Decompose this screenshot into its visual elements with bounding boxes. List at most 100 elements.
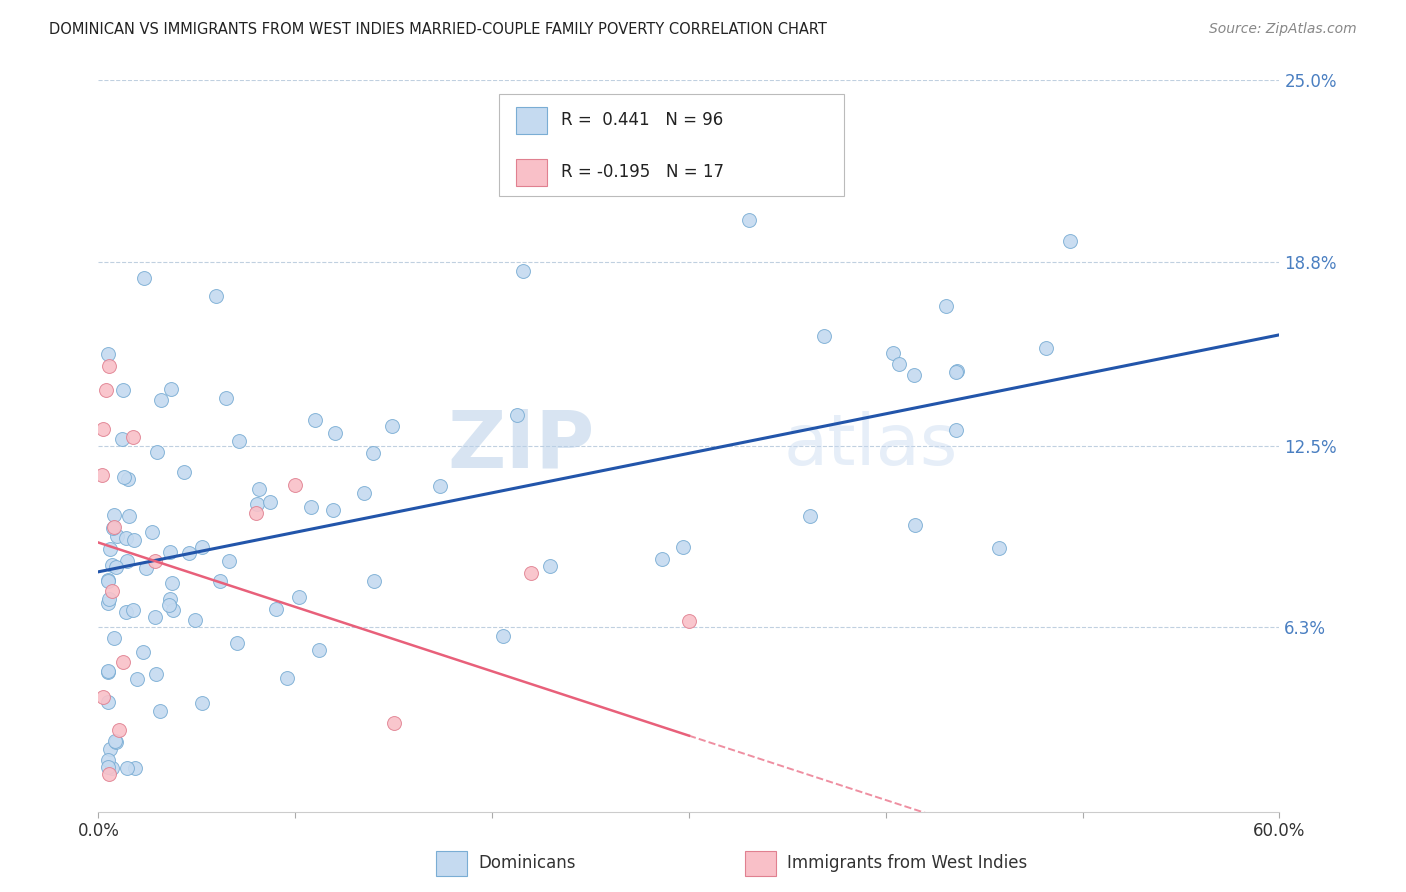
Point — [97, 753, 120, 767]
Point — [159, 545, 181, 559]
Point — [91, 690, 114, 704]
Text: R =  0.441   N = 96: R = 0.441 N = 96 — [561, 112, 723, 129]
Point — [304, 413, 326, 427]
Point — [382, 716, 405, 731]
Point — [308, 643, 330, 657]
Point — [115, 761, 138, 775]
Point — [520, 566, 543, 580]
Point — [218, 553, 240, 567]
Point — [538, 558, 561, 573]
Point — [104, 735, 127, 749]
Text: Immigrants from West Indies: Immigrants from West Indies — [787, 855, 1028, 872]
Point — [738, 213, 761, 227]
Point — [184, 613, 207, 627]
Point — [299, 500, 322, 515]
Point — [363, 574, 385, 588]
Point — [205, 288, 228, 302]
Point — [97, 596, 120, 610]
Point — [112, 384, 135, 398]
Point — [111, 432, 134, 446]
Point — [97, 592, 120, 607]
Point — [678, 614, 700, 628]
Point — [246, 497, 269, 511]
Point — [107, 723, 129, 737]
Point — [105, 529, 128, 543]
Point — [946, 363, 969, 377]
Point — [162, 602, 184, 616]
Text: R = -0.195   N = 17: R = -0.195 N = 17 — [561, 163, 724, 181]
Point — [228, 434, 250, 449]
Point — [100, 761, 122, 775]
Point — [118, 509, 141, 524]
Point — [115, 554, 138, 568]
Point — [143, 554, 166, 568]
Point — [112, 655, 135, 669]
Point — [284, 478, 307, 492]
Text: ZIP: ZIP — [447, 407, 595, 485]
Point — [945, 424, 967, 438]
Point — [215, 391, 238, 405]
Point — [112, 470, 135, 484]
Point — [97, 665, 120, 679]
Point — [157, 598, 180, 612]
Point — [1035, 341, 1057, 355]
Point — [103, 520, 125, 534]
Point — [100, 558, 122, 573]
Point — [259, 495, 281, 509]
Point — [159, 382, 181, 396]
Point — [132, 271, 155, 285]
Point — [103, 631, 125, 645]
Point — [159, 592, 181, 607]
Point — [141, 524, 163, 539]
Point — [813, 328, 835, 343]
Point — [672, 540, 695, 554]
Point — [104, 560, 127, 574]
Text: atlas: atlas — [783, 411, 957, 481]
Point — [226, 635, 249, 649]
Point — [114, 531, 136, 545]
Point — [145, 667, 167, 681]
Point — [98, 742, 121, 756]
Point — [904, 518, 927, 533]
Point — [96, 383, 118, 397]
Point — [882, 346, 904, 360]
Point — [98, 767, 121, 781]
Point — [97, 665, 120, 680]
Point — [149, 393, 172, 408]
Point — [117, 472, 139, 486]
Point — [651, 552, 673, 566]
Point — [143, 609, 166, 624]
Text: DOMINICAN VS IMMIGRANTS FROM WEST INDIES MARRIED-COUPLE FAMILY POVERTY CORRELATI: DOMINICAN VS IMMIGRANTS FROM WEST INDIES… — [49, 22, 827, 37]
Point — [429, 479, 451, 493]
Point — [353, 486, 375, 500]
Point — [208, 574, 231, 589]
Point — [97, 573, 120, 587]
Point — [160, 575, 183, 590]
Point — [191, 697, 214, 711]
Point — [135, 561, 157, 575]
Point — [97, 759, 120, 773]
Point — [103, 508, 125, 522]
Point — [90, 468, 112, 483]
Point — [101, 521, 124, 535]
Point — [103, 734, 125, 748]
Point — [245, 507, 267, 521]
Text: Dominicans: Dominicans — [478, 855, 575, 872]
Point — [492, 629, 515, 643]
Point — [122, 430, 145, 444]
Point — [363, 445, 385, 459]
Point — [887, 358, 910, 372]
Point — [98, 359, 121, 373]
Point — [146, 445, 169, 459]
Text: Source: ZipAtlas.com: Source: ZipAtlas.com — [1209, 22, 1357, 37]
Point — [322, 502, 344, 516]
Point — [100, 542, 122, 557]
Point — [1059, 234, 1081, 248]
Point — [903, 368, 925, 382]
Point — [276, 671, 298, 685]
Point — [179, 546, 201, 560]
Point — [101, 584, 124, 599]
Point — [173, 465, 195, 479]
Point — [127, 673, 149, 687]
Point — [149, 705, 172, 719]
